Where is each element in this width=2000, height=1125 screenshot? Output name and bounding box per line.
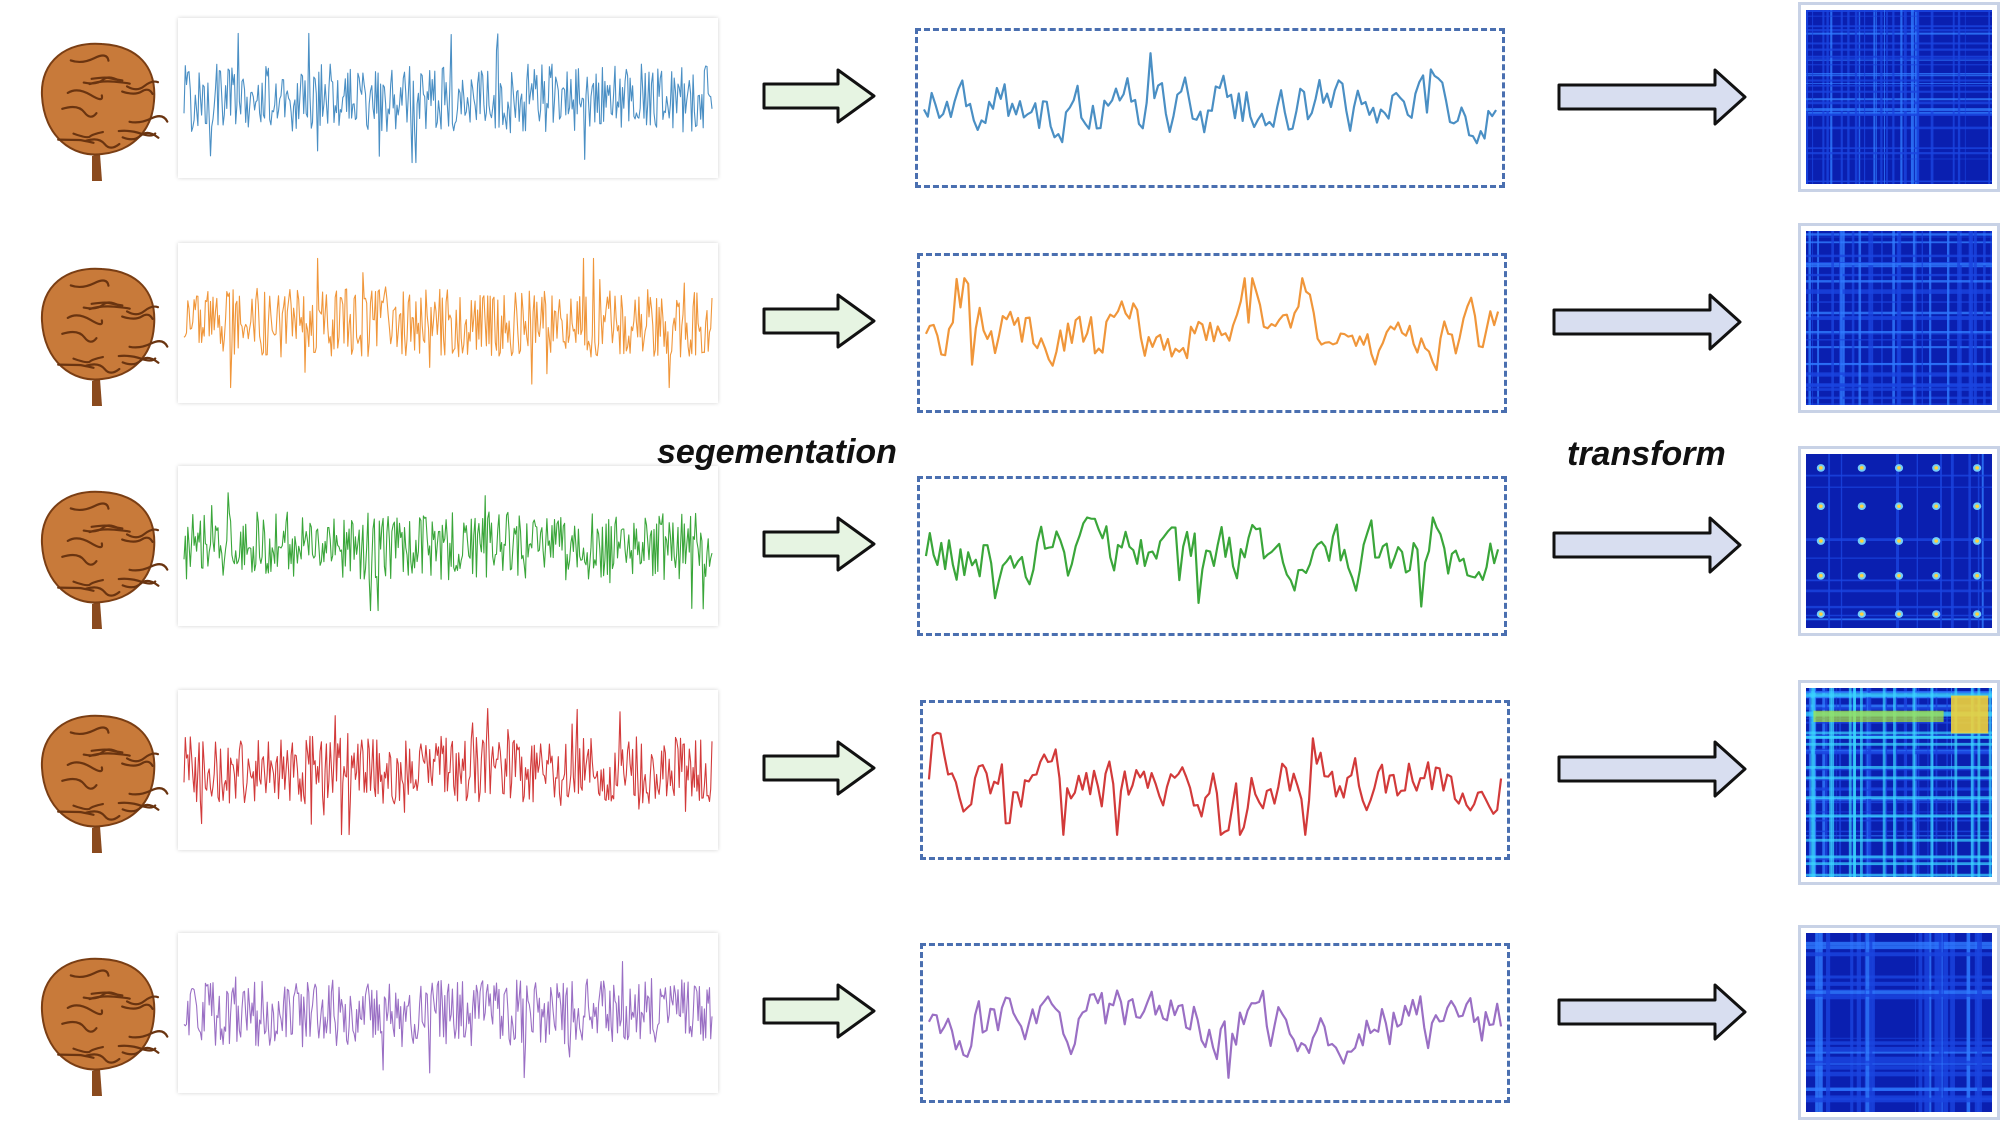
transform-arrow-icon <box>1555 66 1750 128</box>
transformed-matrix-heatmap <box>1798 446 2000 636</box>
segmentation-arrow-icon <box>760 514 880 574</box>
segmented-signal-panel <box>920 700 1510 860</box>
brain-icon <box>22 26 172 186</box>
transform-arrow-icon <box>1550 291 1745 353</box>
brain-icon <box>22 941 172 1101</box>
transform-arrow-icon <box>1550 514 1745 576</box>
transformed-matrix-heatmap <box>1798 2 2000 192</box>
brain-icon <box>22 698 172 858</box>
raw-eeg-signal-panel <box>178 690 718 850</box>
brain-icon <box>22 251 172 411</box>
transformed-matrix-heatmap <box>1798 680 2000 885</box>
segmentation-arrow-icon <box>760 291 880 351</box>
segmented-signal-panel <box>917 253 1507 413</box>
raw-eeg-signal-panel <box>178 18 718 178</box>
brain-icon <box>22 474 172 634</box>
raw-eeg-signal-panel <box>178 933 718 1093</box>
segmented-signal-panel <box>917 476 1507 636</box>
segmentation-arrow-icon <box>760 738 880 798</box>
pipeline-row-5 <box>0 925 2000 1120</box>
segmented-signal-panel <box>915 28 1505 188</box>
transform-arrow-icon <box>1555 738 1750 800</box>
segmentation-label: segementation <box>657 433 897 471</box>
pipeline-row-1 <box>0 2 2000 198</box>
pipeline-row-4 <box>0 680 2000 885</box>
pipeline-row-3 <box>0 446 2000 646</box>
pipeline-row-2 <box>0 223 2000 423</box>
transformed-matrix-heatmap <box>1798 925 2000 1120</box>
transformed-matrix-heatmap <box>1798 223 2000 413</box>
segmentation-arrow-icon <box>760 981 880 1041</box>
raw-eeg-signal-panel <box>178 243 718 403</box>
transform-label: transform <box>1567 435 1726 473</box>
raw-eeg-signal-panel <box>178 466 718 626</box>
segmentation-arrow-icon <box>760 66 880 126</box>
transform-arrow-icon <box>1555 981 1750 1043</box>
segmented-signal-panel <box>920 943 1510 1103</box>
